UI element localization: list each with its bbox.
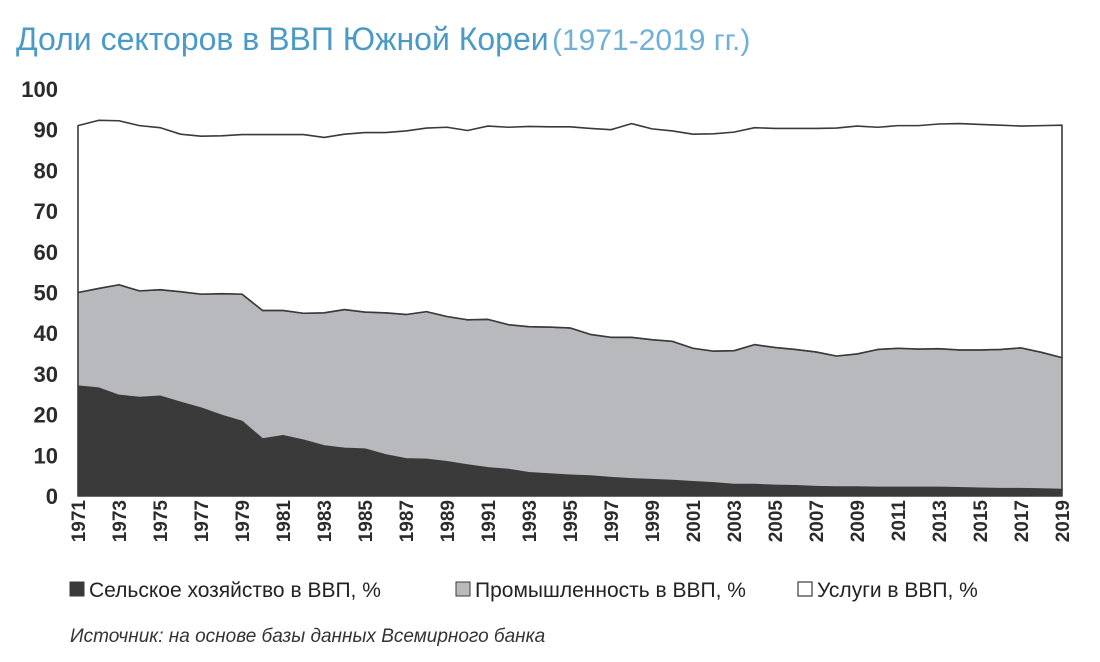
legend-label-services: Услуги в ВВП, % — [817, 579, 978, 602]
legend-label-industry: Промышленность в ВВП, % — [475, 579, 746, 602]
y-tick-label: 70 — [34, 199, 58, 224]
y-tick-label: 100 — [21, 77, 58, 102]
legend-label-agriculture: Сельское хозяйство в ВВП, % — [89, 579, 381, 602]
x-tick-label: 1983 — [315, 500, 336, 542]
chart-title: Доли секторов в ВВП Южной Кореи — [16, 21, 549, 57]
source-note: Источник: на основе базы данных Всемирно… — [70, 626, 545, 647]
y-tick-label: 0 — [46, 484, 58, 509]
x-tick-label: 2009 — [848, 500, 869, 542]
areas-layer — [77, 119, 1063, 497]
y-tick-label: 50 — [34, 281, 58, 306]
x-tick-label: 1993 — [520, 500, 541, 542]
x-tick-label: 2005 — [766, 500, 787, 543]
x-tick-label: 1975 — [151, 500, 172, 543]
y-tick-label: 10 — [34, 443, 58, 468]
y-tick-label: 20 — [34, 403, 58, 428]
chart-subtitle: (1971-2019 гг.) — [552, 24, 750, 57]
x-tick-label: 1991 — [479, 500, 500, 543]
x-tick-label: 1995 — [561, 500, 582, 543]
x-tick-label: 1977 — [192, 500, 213, 542]
x-tick-label: 2003 — [725, 500, 746, 542]
x-tick-label: 2017 — [1012, 500, 1033, 542]
x-tick-label: 1997 — [602, 500, 623, 542]
x-tick-label: 1979 — [233, 500, 254, 542]
legend-swatch-industry — [455, 581, 471, 597]
x-tick-label: 2015 — [971, 500, 992, 543]
y-tick-label: 60 — [34, 240, 58, 265]
x-tick-label: 2001 — [684, 500, 705, 543]
x-tick-label: 1987 — [397, 500, 418, 542]
x-tick-label: 2007 — [807, 500, 828, 542]
y-axis-ticks: 0 10 20 30 40 50 60 70 80 90 100 — [21, 77, 58, 509]
x-tick-label: 2013 — [930, 500, 951, 542]
x-tick-label: 1985 — [356, 500, 377, 543]
y-tick-label: 30 — [34, 362, 58, 387]
x-tick-label: 2019 — [1053, 500, 1074, 542]
y-tick-label: 40 — [34, 321, 58, 346]
x-tick-label: 1973 — [110, 500, 131, 542]
x-tick-label: 1999 — [643, 500, 664, 542]
y-tick-label: 90 — [34, 118, 58, 143]
x-axis-ticks: 1971 1973 1975 1977 1979 1981 1983 1985 1987 1989… — [69, 500, 1074, 543]
legend-swatch-agriculture — [69, 581, 85, 597]
legend-swatch-services — [797, 581, 813, 597]
area-series-services — [77, 119, 1063, 359]
y-tick-label: 80 — [34, 158, 58, 183]
x-tick-label: 2011 — [889, 500, 910, 542]
x-tick-label: 1971 — [69, 500, 90, 543]
x-tick-label: 1981 — [274, 500, 295, 543]
x-tick-label: 1989 — [438, 500, 459, 542]
legend: Сельское хозяйство в ВВП, % Промышленнос… — [69, 579, 978, 602]
